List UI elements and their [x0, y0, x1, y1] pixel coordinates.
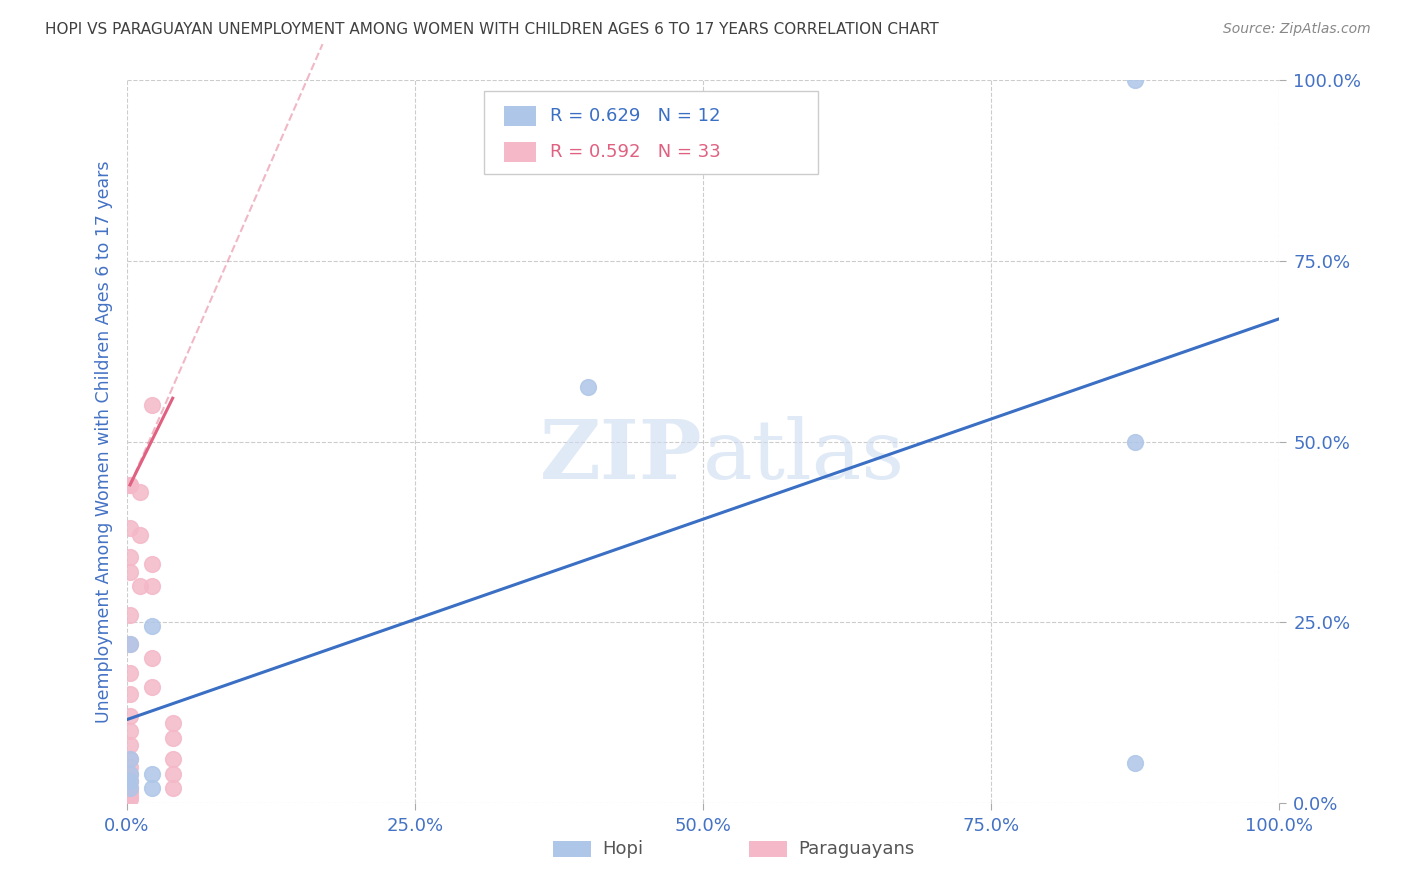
Point	[118, 637, 141, 651]
FancyBboxPatch shape	[503, 142, 536, 162]
Point	[1125, 756, 1147, 770]
Point	[118, 767, 141, 781]
Text: Paraguayans: Paraguayans	[799, 840, 915, 858]
Text: Hopi: Hopi	[603, 840, 644, 858]
Point	[118, 637, 141, 651]
Point	[118, 752, 141, 766]
Point	[118, 478, 141, 492]
FancyBboxPatch shape	[503, 105, 536, 126]
Point	[129, 485, 152, 500]
Point	[1125, 434, 1147, 449]
Point	[118, 478, 141, 492]
Point	[162, 767, 184, 781]
Point	[1125, 73, 1147, 87]
Point	[118, 665, 141, 680]
Point	[162, 731, 184, 745]
Text: R = 0.629   N = 12: R = 0.629 N = 12	[550, 107, 720, 125]
Text: Source: ZipAtlas.com: Source: ZipAtlas.com	[1223, 22, 1371, 37]
Point	[118, 550, 141, 565]
Point	[162, 752, 184, 766]
Point	[141, 579, 163, 593]
Point	[118, 752, 141, 766]
Point	[141, 398, 163, 412]
Text: ZIP: ZIP	[540, 416, 703, 496]
Point	[118, 607, 141, 622]
Point	[118, 687, 141, 701]
Point	[118, 767, 141, 781]
Text: atlas: atlas	[703, 416, 905, 496]
Point	[141, 558, 163, 572]
Point	[141, 619, 163, 633]
Point	[141, 651, 163, 665]
FancyBboxPatch shape	[484, 91, 818, 174]
Point	[118, 565, 141, 579]
Point	[162, 781, 184, 796]
Point	[118, 774, 141, 789]
Text: R = 0.592   N = 33: R = 0.592 N = 33	[550, 143, 720, 161]
Point	[118, 785, 141, 799]
Point	[118, 760, 141, 774]
Point	[129, 528, 152, 542]
Point	[129, 579, 152, 593]
Point	[141, 680, 163, 694]
Point	[118, 781, 141, 796]
Point	[118, 789, 141, 803]
Y-axis label: Unemployment Among Women with Children Ages 6 to 17 years: Unemployment Among Women with Children A…	[94, 161, 112, 723]
Point	[576, 380, 599, 394]
Text: HOPI VS PARAGUAYAN UNEMPLOYMENT AMONG WOMEN WITH CHILDREN AGES 6 TO 17 YEARS COR: HOPI VS PARAGUAYAN UNEMPLOYMENT AMONG WO…	[45, 22, 939, 37]
Point	[162, 716, 184, 731]
Point	[118, 781, 141, 796]
Point	[141, 781, 163, 796]
FancyBboxPatch shape	[749, 841, 787, 857]
Point	[118, 709, 141, 723]
Point	[118, 774, 141, 789]
FancyBboxPatch shape	[553, 841, 591, 857]
Point	[118, 521, 141, 535]
Point	[141, 767, 163, 781]
Point	[118, 723, 141, 738]
Point	[118, 738, 141, 752]
Point	[118, 792, 141, 806]
